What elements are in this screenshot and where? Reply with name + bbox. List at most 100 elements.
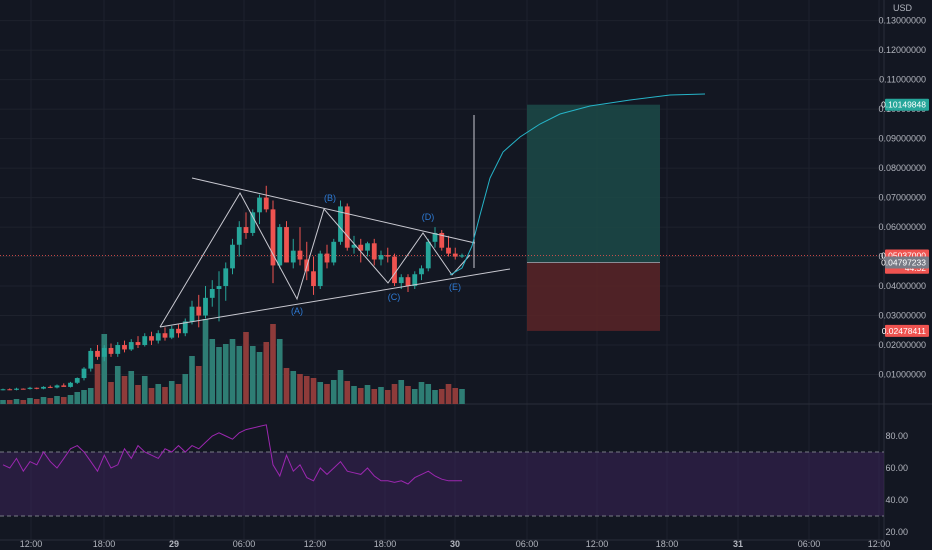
candle-body xyxy=(155,333,161,341)
rsi-tick-label: 40.00 xyxy=(885,495,908,505)
wave-label: (E) xyxy=(449,282,461,292)
volume-bar xyxy=(195,366,202,404)
candle-body xyxy=(34,387,40,389)
candle-body xyxy=(108,347,114,354)
volume-bar xyxy=(6,400,13,404)
candlesticks xyxy=(0,185,465,391)
candle-body xyxy=(7,389,13,391)
time-tick-label: 18:00 xyxy=(656,539,679,549)
volume-bar xyxy=(398,380,405,404)
price-tag xyxy=(885,256,929,269)
volume-bar xyxy=(33,399,40,404)
volume-bar xyxy=(229,339,236,404)
candle-body xyxy=(452,253,458,257)
candle-body xyxy=(338,206,343,242)
volume-bar xyxy=(148,388,155,404)
target-zone[interactable] xyxy=(527,104,660,263)
pattern-drawings[interactable]: (A) (B) (C) (D) (E) xyxy=(159,93,706,328)
volume-bar xyxy=(67,395,74,404)
candle-body xyxy=(68,382,73,387)
rsi-line xyxy=(2,424,462,485)
stop-zone[interactable] xyxy=(527,262,660,331)
price-tick-label: 0.08000000 xyxy=(878,163,926,173)
candle-body xyxy=(331,241,337,263)
candle-body xyxy=(317,253,323,287)
candle-body xyxy=(54,385,60,388)
volume-bar xyxy=(351,386,357,404)
volume-bar xyxy=(357,388,364,404)
candle-body xyxy=(14,388,19,390)
volume-bar xyxy=(155,384,162,404)
wave-label: (B) xyxy=(324,193,336,203)
candle-body xyxy=(41,386,46,389)
candle-body xyxy=(263,197,269,210)
candle-body xyxy=(149,336,154,341)
volume-bar xyxy=(452,388,459,404)
volume-bar xyxy=(411,389,418,404)
volume-bar xyxy=(364,385,371,404)
projection-path[interactable] xyxy=(449,93,706,276)
volume-bar xyxy=(256,352,263,404)
volume-bar xyxy=(168,381,175,404)
candle-body xyxy=(61,385,67,387)
time-tick-label: 30 xyxy=(450,539,460,549)
long-position-tool[interactable] xyxy=(0,104,884,331)
time-tick-label: 18:00 xyxy=(93,539,116,549)
volume-bar xyxy=(283,368,290,404)
volume-bar xyxy=(175,384,182,404)
candle-body xyxy=(270,209,276,266)
candle-body xyxy=(439,232,445,248)
volume-bar xyxy=(337,370,344,404)
volume-bar xyxy=(371,389,378,404)
time-tick-label: 06:00 xyxy=(798,539,821,549)
volume-bar xyxy=(222,344,229,404)
candle-body xyxy=(162,333,168,338)
volume-bar xyxy=(425,384,432,404)
volume-bar xyxy=(432,390,438,404)
candle-body xyxy=(344,206,350,248)
candle-body xyxy=(425,241,431,269)
volume-bar xyxy=(263,342,270,404)
rsi-tick-label: 60.00 xyxy=(885,463,908,473)
price-tick-label: 0.11000000 xyxy=(879,75,926,85)
candle-body xyxy=(459,255,465,257)
volume-bar xyxy=(243,332,249,404)
candle-body xyxy=(290,250,296,263)
time-tick-label: 18:00 xyxy=(374,539,397,549)
candle-body xyxy=(257,197,262,213)
candle-body xyxy=(398,277,404,284)
candle-body xyxy=(182,321,188,334)
axes: 0.130000000.120000000.110000000.10000000… xyxy=(20,16,929,549)
volume-bar xyxy=(317,382,324,404)
candle-body xyxy=(74,378,80,383)
elliott-wave-path[interactable] xyxy=(159,191,471,328)
volume-bar xyxy=(290,371,297,404)
triangle-lower-trendline[interactable] xyxy=(159,268,511,328)
candle-body xyxy=(169,328,175,338)
price-tag-label: 0.10149848 xyxy=(881,100,926,110)
volume-bar xyxy=(270,324,276,404)
volume-bar xyxy=(162,387,168,404)
volume-bar xyxy=(47,398,54,404)
volume-bar xyxy=(249,346,256,404)
volume-bar xyxy=(94,364,101,404)
volume-bar xyxy=(202,319,209,404)
candle-body xyxy=(297,250,303,260)
candle-body xyxy=(81,368,87,379)
volume-bar xyxy=(459,389,465,404)
price-tick-label: 0.06000000 xyxy=(878,222,926,232)
triangle-upper-trendline[interactable] xyxy=(191,177,476,244)
time-tick-label: 31 xyxy=(733,539,743,549)
price-tick-label: 0.07000000 xyxy=(878,193,926,203)
time-tick-label: 12:00 xyxy=(304,539,327,549)
candle-body xyxy=(189,306,195,322)
volume-bar xyxy=(236,346,243,404)
currency-label[interactable]: USD xyxy=(893,3,913,13)
candle-body xyxy=(250,212,256,233)
volume-bar xyxy=(182,374,189,404)
price-tick-label: 0.12000000 xyxy=(878,45,926,55)
candle-body xyxy=(196,306,202,316)
rsi-band xyxy=(0,452,884,516)
candle-body xyxy=(385,255,391,257)
